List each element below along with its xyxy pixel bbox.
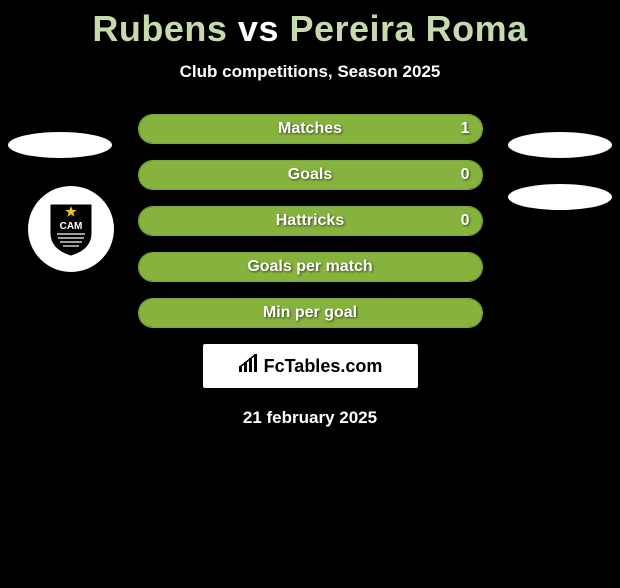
player2-photo-placeholder xyxy=(508,132,612,158)
bars-icon xyxy=(238,354,258,379)
subtitle: Club competitions, Season 2025 xyxy=(0,62,620,82)
vs-label: vs xyxy=(238,8,279,49)
stat-value-right: 0 xyxy=(461,212,470,230)
player1-photo-placeholder xyxy=(8,132,112,158)
player1-name: Rubens xyxy=(92,8,227,49)
club-shield-icon: CAM xyxy=(47,201,95,257)
player2-name: Pereira Roma xyxy=(289,8,527,49)
stat-label: Min per goal xyxy=(263,304,357,322)
brand-badge[interactable]: FcTables.com xyxy=(203,344,418,388)
stat-row: Goals 0 xyxy=(138,160,483,190)
stat-label: Hattricks xyxy=(276,212,344,230)
stat-row: Goals per match xyxy=(138,252,483,282)
stat-row: Matches 1 xyxy=(138,114,483,144)
stat-value-right: 1 xyxy=(461,120,470,138)
stat-label: Goals xyxy=(288,166,332,184)
svg-text:CAM: CAM xyxy=(60,221,83,232)
stat-row: Min per goal xyxy=(138,298,483,328)
comparison-title: Rubens vs Pereira Roma xyxy=(0,8,620,50)
player2-club-placeholder xyxy=(508,184,612,210)
stat-label: Goals per match xyxy=(247,258,372,276)
stats-container: Matches 1 Goals 0 Hattricks 0 Goals per match M… xyxy=(138,114,483,328)
stat-row: Hattricks 0 xyxy=(138,206,483,236)
brand-text: FcTables.com xyxy=(264,356,383,377)
date-label: 21 february 2025 xyxy=(0,408,620,428)
player1-club-badge: CAM xyxy=(28,186,114,272)
stat-value-right: 0 xyxy=(461,166,470,184)
stat-label: Matches xyxy=(278,120,342,138)
